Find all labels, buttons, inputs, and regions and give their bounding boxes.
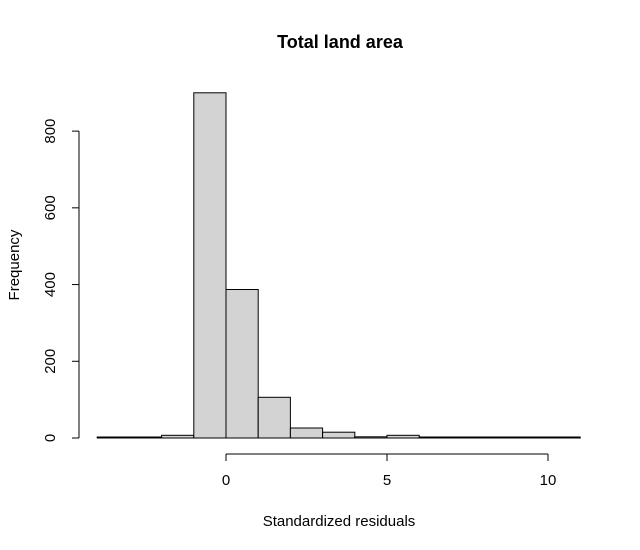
histogram-bar-0 — [96, 436, 130, 439]
histogram-bar-8 — [354, 436, 388, 439]
x-tick-label-2: 10 — [540, 472, 557, 489]
y-tick-label-2: 400 — [42, 272, 59, 297]
histogram-bar-14 — [547, 436, 581, 439]
x-axis: 0 5 10 — [222, 453, 557, 489]
chart-title: Total land area — [277, 32, 404, 52]
y-axis-label: Frequency — [6, 229, 23, 300]
y-tick-label-1: 200 — [42, 349, 59, 374]
histogram-bar-12 — [483, 436, 517, 439]
histogram-bar-11 — [450, 436, 485, 439]
y-tick-label-3: 600 — [42, 195, 59, 220]
histogram-bar-3 — [193, 92, 227, 439]
histogram-bar-10 — [418, 436, 452, 439]
histogram-bar-9 — [386, 434, 420, 439]
x-axis-label: Standardized residuals — [263, 513, 416, 530]
histogram-bar-4 — [225, 289, 259, 439]
histogram-bar-7 — [322, 431, 356, 439]
x-tick-label-0: 0 — [222, 472, 230, 489]
histogram-bar-1 — [128, 436, 163, 439]
y-tick-label-0: 0 — [42, 434, 59, 442]
histogram-bar-13 — [515, 436, 549, 439]
x-tick-label-1: 5 — [383, 472, 391, 489]
y-tick-label-4: 800 — [42, 119, 59, 144]
histogram-bar-6 — [289, 427, 324, 439]
histogram-bar-5 — [257, 396, 291, 439]
histogram-bar-2 — [161, 434, 195, 439]
bars-group — [96, 92, 581, 439]
y-axis: 0 200 400 600 800 — [42, 119, 80, 442]
